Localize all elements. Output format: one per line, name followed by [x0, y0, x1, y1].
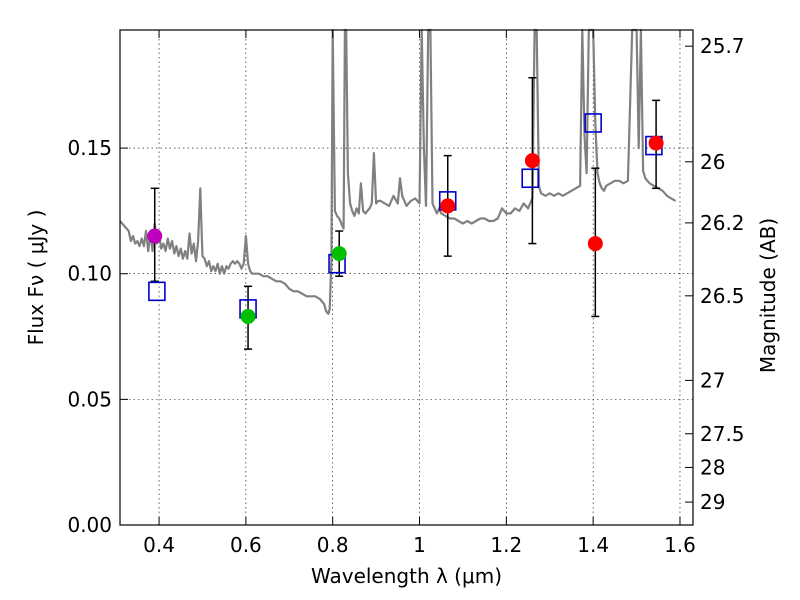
observed-flux-marker: [240, 308, 256, 324]
model-photometry-marker: [521, 168, 540, 189]
x-axis-label: Wavelength λ (μm): [311, 564, 502, 588]
y-axis-label: Flux Fν ( μJy ): [24, 210, 48, 346]
observed-flux-marker: [587, 236, 603, 252]
y2-axis-label: Magnitude (AB): [756, 218, 780, 373]
observed-flux-marker: [648, 135, 664, 151]
observed-flux-marker: [331, 246, 347, 262]
x-tick-label: 0.8: [317, 533, 349, 557]
y2-tick-label: 27: [700, 368, 725, 392]
x-tick-label: 0.6: [230, 533, 262, 557]
y2-tick-label: 27.5: [700, 422, 745, 446]
axis-ticks: 0.4 0.6 0.8 1 1.2 1.4 1.6 0.00 0.05 0.10 0.15 25.7 2…: [67, 30, 745, 557]
spectrum-line: [119, 28, 677, 315]
y2-tick-label: 28: [700, 455, 725, 479]
y2-tick-label: 26.2: [700, 211, 745, 235]
observed-flux-marker: [440, 198, 456, 214]
y2-tick-label: 26.5: [700, 284, 745, 308]
observed-flux-marker: [524, 153, 540, 169]
y2-tick-label: 29: [700, 490, 725, 514]
y-tick-label: 0.00: [67, 513, 112, 537]
grid: [120, 30, 693, 525]
x-tick-label: 0.4: [143, 533, 175, 557]
y-tick-label: 0.10: [67, 262, 112, 286]
x-tick-label: 1: [413, 533, 426, 557]
y2-tick-label: 26: [700, 150, 725, 174]
y-tick-label: 0.15: [67, 136, 112, 160]
y-tick-label: 0.05: [67, 387, 112, 411]
model-photometry-marker: [148, 281, 166, 302]
x-tick-label: 1.2: [490, 533, 522, 557]
model-spectrum: [119, 28, 677, 315]
x-tick-label: 1.4: [577, 533, 609, 557]
plot-frame: [119, 29, 694, 526]
y2-tick-label: 25.7: [700, 34, 745, 58]
model-photometry-marker: [584, 113, 602, 133]
data-markers: [147, 113, 664, 324]
x-tick-label: 1.6: [664, 533, 696, 557]
observed-flux-marker: [147, 228, 163, 244]
